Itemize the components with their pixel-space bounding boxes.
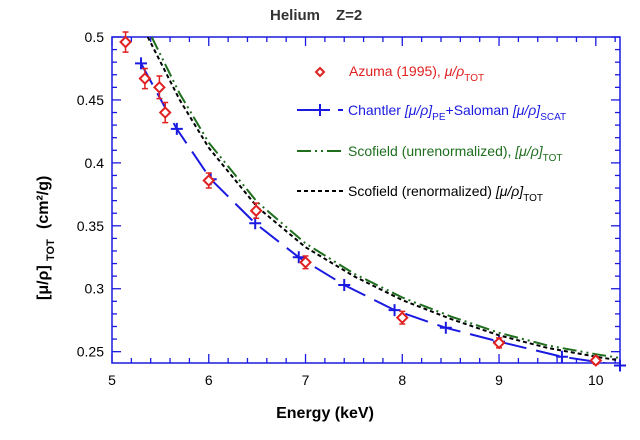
legend-item-scofield-renormalized: Scofield (renormalized) [μ/ρ]TOT xyxy=(297,183,543,204)
azuma-diamond-marker xyxy=(395,311,409,325)
x-tick-label: 7 xyxy=(302,372,310,388)
azuma-diamond-marker xyxy=(492,336,506,350)
legend-sub2: SCAT xyxy=(540,112,566,123)
chantler-plus-marker xyxy=(614,359,626,372)
azuma-diamond-marker xyxy=(158,106,172,119)
legend-item-chantler: Chantler [μ/ρ]PE+Saloman [μ/ρ]SCAT xyxy=(297,102,566,123)
azuma-diamond-marker xyxy=(299,255,312,269)
legend-label: Scofield (renormalized) [μ/ρ]TOT xyxy=(348,183,543,204)
legend-label: Chantler [μ/ρ]PE+Saloman [μ/ρ]SCAT xyxy=(348,102,566,123)
chart-title-z: Z=2 xyxy=(336,7,362,24)
azuma-diamond-marker xyxy=(589,354,603,367)
legend-name: Azuma (1995), xyxy=(349,63,445,79)
x-tick-label: 8 xyxy=(398,372,406,388)
y-axis-label-sub: TOT xyxy=(45,239,57,261)
legend-name: Scofield (unrenormalized), xyxy=(348,143,515,159)
chantler-plus-marker xyxy=(249,217,262,230)
azuma-diamond-marker xyxy=(202,174,216,187)
azuma-diamond-marker xyxy=(119,35,132,49)
legend-math: [μ/ρ] xyxy=(404,102,433,118)
legend-name2: +Saloman xyxy=(446,102,513,118)
legend-label: Scofield (unrenormalized), [μ/ρ]TOT xyxy=(348,143,562,164)
azuma-diamond-marker xyxy=(138,72,152,85)
y-axis-label: [μ/ρ] TOT (cm²/g) xyxy=(35,176,57,300)
plot-area: 5 6 7 8 9 10 0.25 0.3 0.35 0.4 0.45 0.5 xyxy=(77,29,626,388)
legend-item-scofield-unrenormalized: Scofield (unrenormalized), [μ/ρ]TOT xyxy=(297,143,562,164)
chart-title: Helium xyxy=(270,7,320,24)
legend-label: Azuma (1995), μ/ρTOT xyxy=(349,63,484,84)
chantler-plus-marker xyxy=(338,278,351,291)
chantler-plus-marker xyxy=(170,122,183,135)
legend-sub: TOT xyxy=(543,153,563,164)
legend-math: [μ/ρ] xyxy=(495,183,524,199)
y-tick-label: 0.4 xyxy=(85,155,105,171)
y-tick-label: 0.3 xyxy=(85,281,105,297)
x-tick-label: 5 xyxy=(108,372,116,388)
y-tick-label: 0.25 xyxy=(77,344,104,360)
legend-diamond-icon xyxy=(314,66,326,78)
legend-item-azuma: Azuma (1995), μ/ρTOT xyxy=(314,63,484,84)
x-axis-label: Energy (keV) xyxy=(276,405,374,422)
legend-name: Chantler xyxy=(348,102,405,118)
legend-sub: TOT xyxy=(464,73,484,84)
x-tick-label: 10 xyxy=(588,372,604,388)
x-tick-label: 9 xyxy=(495,372,503,388)
y-axis-label-unit: (cm²/g) xyxy=(35,176,52,229)
chantler-plus-marker xyxy=(555,350,568,363)
legend-math: μ/ρ xyxy=(444,63,465,79)
plot-frame xyxy=(111,36,621,364)
legend-math2: [μ/ρ] xyxy=(512,102,541,118)
legend-math: [μ/ρ] xyxy=(514,143,543,159)
y-axis-label-main: [μ/ρ] xyxy=(35,265,52,300)
chantler-plus-marker xyxy=(135,57,148,70)
azuma-diamond-marker xyxy=(152,80,166,94)
legend-name: Scofield (renormalized) xyxy=(348,183,496,199)
chantler-plus-marker xyxy=(388,304,401,317)
chantler-plus-marker xyxy=(439,321,452,334)
legend-plus-line-icon xyxy=(297,104,343,116)
x-tick-label: 6 xyxy=(205,372,213,388)
chantler-plus-marker xyxy=(292,251,305,264)
azuma-diamond-marker xyxy=(249,204,263,218)
y-tick-label: 0.45 xyxy=(77,92,104,108)
legend-sub: TOT xyxy=(523,193,543,204)
legend-sub: PE xyxy=(432,112,446,123)
y-tick-label: 0.35 xyxy=(77,218,104,234)
y-tick-label: 0.5 xyxy=(85,29,105,45)
